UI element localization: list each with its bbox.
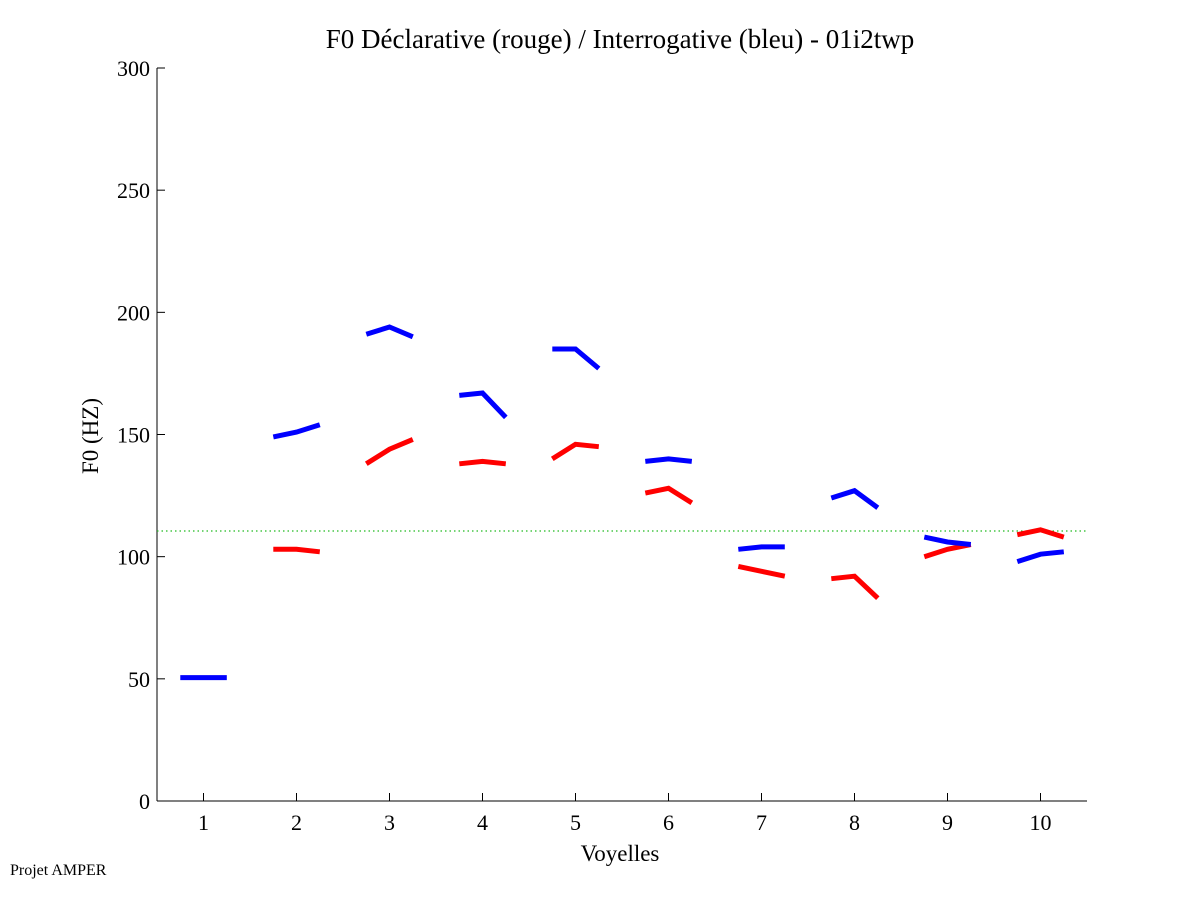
series-2-vowel-4-line: [459, 390, 508, 420]
series-1-vowel-10-line: [1016, 527, 1065, 540]
series-1-vowel-4-line: [459, 458, 507, 467]
x-tick-label: 7: [756, 810, 767, 835]
x-tick-label: 4: [477, 810, 488, 835]
series-2-vowel-6-line: [645, 456, 693, 464]
x-axis-label: Voyelles: [581, 841, 660, 866]
series-2-vowel-5-line: [552, 346, 601, 371]
series-1-vowel-2-line: [273, 546, 321, 555]
series-1-vowel-5-line: [550, 441, 600, 462]
y-tick-label: 300: [117, 56, 150, 81]
series-2-vowel-10-line: [1016, 549, 1065, 564]
x-tick-label: 5: [570, 810, 581, 835]
series-2-vowel-2-line: [272, 422, 321, 440]
x-tick-label: 3: [384, 810, 395, 835]
y-tick-label: 200: [117, 300, 150, 325]
series-2-vowel-7-line: [738, 544, 785, 552]
series-group: [273, 437, 1065, 601]
series-2-vowel-8-line: [830, 487, 880, 510]
series-layer: [180, 324, 1065, 681]
x-tick-label: 2: [291, 810, 302, 835]
series-1-vowel-9-line: [923, 542, 972, 560]
y-tick-label: 150: [117, 423, 150, 448]
x-tick-label: 6: [663, 810, 674, 835]
series-2-vowel-3-line: [365, 324, 414, 340]
series-2-vowel-9-line: [923, 534, 972, 547]
footer-credit: Projet AMPER: [10, 862, 107, 879]
series-1-vowel-3-line: [364, 437, 414, 466]
chart-title: F0 Déclarative (rouge) / Interrogative (…: [326, 24, 915, 54]
series-group: [180, 324, 1065, 681]
x-tick-label: 1: [198, 810, 209, 835]
y-tick-label: 100: [117, 545, 150, 570]
axes: 0 50 100 150 200 250 300 1 2 3 4 5 6 7 8 9 10: [117, 56, 1087, 835]
x-tick-label: 10: [1030, 810, 1052, 835]
series-1-vowel-8-line: [831, 573, 880, 601]
x-tick-label: 9: [942, 810, 953, 835]
y-tick-label: 50: [128, 667, 150, 692]
y-axis-label: F0 (HZ): [78, 398, 103, 474]
series-1-vowel-6-line: [644, 485, 694, 506]
x-tick-label: 8: [849, 810, 860, 835]
series-1-vowel-7-line: [737, 563, 786, 579]
y-tick-label: 0: [139, 789, 150, 814]
y-tick-label: 250: [117, 178, 150, 203]
